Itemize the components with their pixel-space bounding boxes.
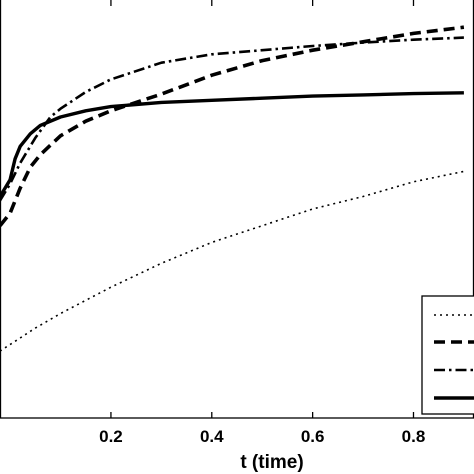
series-line-dashdot [0,36,464,202]
x-axis: 0.2 0.4 0.6 0.8 [99,0,425,446]
x-tick-label: 0.4 [200,427,224,446]
x-tick-label: 0.6 [301,427,325,446]
x-tick-label: 0.2 [99,427,123,446]
series-line-dotted [0,170,465,352]
x-axis-label: t (time) [240,452,303,473]
series-line-solid [0,91,464,198]
legend [421,295,474,415]
x-tick-label: 0.8 [402,427,426,446]
series-layer [0,25,465,352]
